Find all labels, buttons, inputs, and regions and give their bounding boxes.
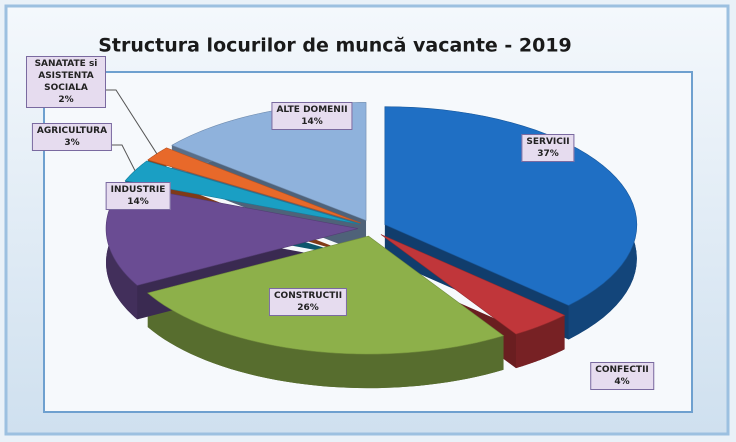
data-label: INDUSTRIE 14% xyxy=(105,182,171,210)
category-label: ALTE DOMENII xyxy=(276,105,348,115)
value-label: 2% xyxy=(58,95,74,105)
slice-side xyxy=(147,292,504,389)
value-label: 3% xyxy=(64,138,80,148)
data-label: ALTE DOMENII 14% xyxy=(271,102,353,130)
slice xyxy=(124,160,360,225)
value-label: 26% xyxy=(297,303,319,313)
category-label: CONFECTII xyxy=(595,365,649,375)
value-label: 4% xyxy=(614,377,630,387)
category-label: CONSTRUCTII xyxy=(273,291,343,301)
category-label: SERVICII xyxy=(526,137,570,147)
data-label: AGRICULTURA 3% xyxy=(31,123,113,151)
value-label: 14% xyxy=(127,197,149,207)
data-label: CONFECTII 4% xyxy=(590,362,654,390)
slice-side xyxy=(515,315,565,369)
chart-title: Structura locurilor de muncă vacante - 2… xyxy=(98,35,572,57)
data-label: CONSTRUCTII 26% xyxy=(268,288,348,316)
data-label: SERVICII 37% xyxy=(521,134,575,162)
category-label: SANATATE si ASISTENTA SOCIALA xyxy=(34,59,98,93)
data-label: SANATATE si ASISTENTA SOCIALA 2% xyxy=(26,56,106,108)
slice xyxy=(380,234,566,335)
value-label: 37% xyxy=(537,149,559,159)
category-label: INDUSTRIE xyxy=(110,185,166,195)
value-label: 14% xyxy=(301,117,323,127)
category-label: AGRICULTURA xyxy=(36,126,108,136)
